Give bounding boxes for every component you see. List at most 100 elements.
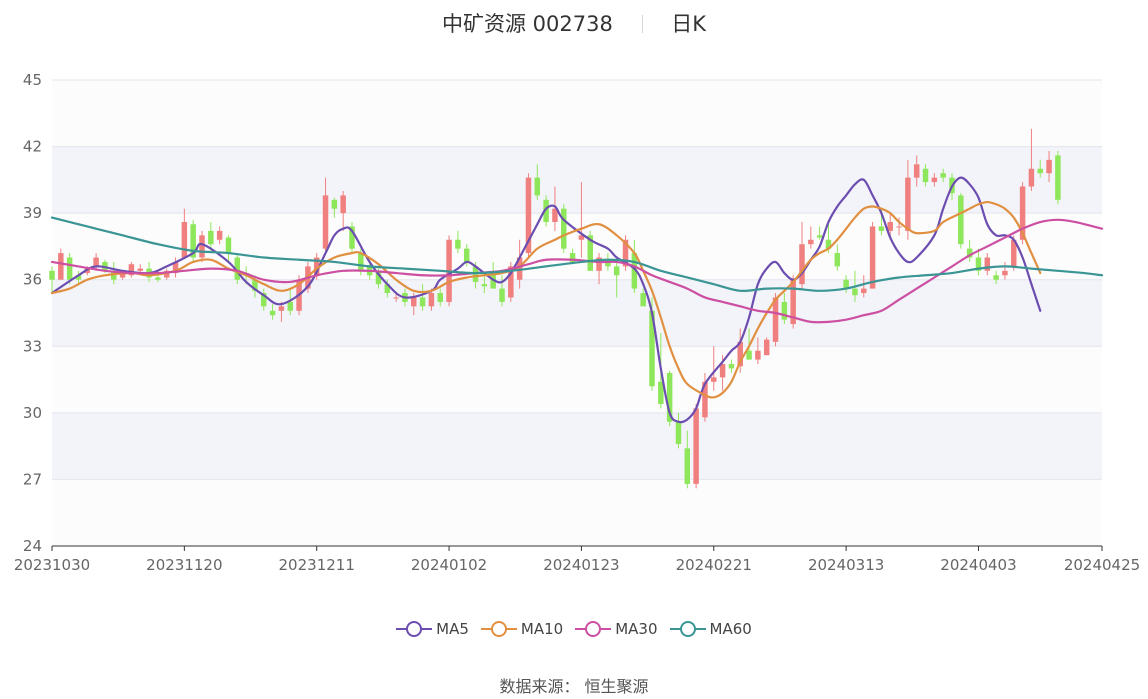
candle-body [472,266,479,282]
grid-bands [52,80,1102,546]
candle-body [155,277,161,280]
legend-label: MA30 [615,620,658,638]
candle-body [225,237,232,254]
candle-body [93,257,99,267]
legend-item-ma30[interactable]: MA30 [575,620,658,638]
candle [578,182,585,258]
line-ma10 [50,200,1042,399]
y-tick-label: 36 [23,271,42,289]
candle-body [419,297,426,307]
candle [702,372,708,422]
candle-body [1028,168,1035,187]
candle [49,266,55,294]
candle-body [111,270,117,280]
legend-marker-icon [575,621,612,637]
candle [455,230,461,254]
candle [437,288,443,307]
candle [66,253,73,285]
candle-body [772,297,779,342]
candle [596,253,602,285]
candle [287,288,293,316]
legend-item-ma5[interactable]: MA5 [396,620,469,638]
candle [816,226,823,240]
legend-marker-icon [396,621,433,637]
candle [728,359,735,373]
candle-body [463,248,470,262]
legend-item-ma60[interactable]: MA60 [669,620,752,638]
candle-body [1011,239,1017,267]
y-tick-label: 27 [23,470,42,488]
candle-body [49,270,55,280]
legend-label: MA60 [709,620,752,638]
candle [966,239,973,262]
candle [216,226,223,245]
legend-marker-icon [669,621,706,637]
candle [261,288,267,311]
candle [1055,151,1061,205]
candle [190,219,196,262]
candle-body [1055,155,1061,200]
candle [340,190,346,231]
legend: MA5 MA10 MA30 MA60 [0,620,1148,641]
y-tick-label: 24 [23,537,42,555]
candle-body [913,164,920,178]
grid-band [52,80,1102,147]
candle-body [119,273,126,278]
candle-body [278,306,285,311]
candle-body [481,284,488,287]
candle-body [437,293,443,302]
x-tick-label: 20240403 [940,556,1016,574]
candle [225,235,232,262]
candle-body [966,248,973,258]
candle-body [746,350,752,360]
candle-body [666,372,673,422]
candle-body [190,224,196,258]
x-tick-label: 20240313 [808,556,884,574]
candle-body [216,230,223,240]
candle-body [905,177,911,231]
candle-body [587,235,593,271]
candle-body [869,226,876,289]
candle [799,222,805,289]
candle-body [128,264,135,276]
ma-lines [50,176,1104,424]
legend-marker-icon [480,621,517,637]
candle [534,164,541,200]
candle [331,197,338,218]
candle-body [543,199,549,223]
candle-body [375,270,382,285]
chart-title: 中矿资源 002738 日K [0,8,1148,38]
candle-body [781,301,788,320]
candle-body [613,266,620,276]
candle-body [252,279,258,291]
candle [922,164,929,187]
candle [869,222,876,289]
candle-body [658,381,664,404]
candle [172,257,179,278]
candle [128,261,135,278]
candle-body [896,226,902,228]
x-tick-label: 20231030 [14,556,90,574]
grid-band [52,346,1102,413]
candle-body [728,364,735,369]
candle-body [984,257,991,271]
candle [199,230,205,262]
x-tick-label: 20240123 [543,556,619,574]
candle-body [887,222,893,231]
candle [587,230,593,271]
candle-body [578,235,585,240]
candle-body [993,275,999,280]
candle [940,168,946,183]
y-tick-label: 45 [23,71,42,89]
y-tick-label: 39 [23,204,42,222]
candle-body [455,239,461,249]
candle-body [331,199,338,209]
candle-body [622,239,629,267]
candle-body [516,257,523,280]
candle-body [287,301,293,311]
candle [693,403,699,489]
legend-item-ma10[interactable]: MA10 [480,620,563,638]
candle [1037,159,1043,178]
axes: 24 27 30 33 36 39 42 45 20231030 20231120 20231211… [14,71,1140,574]
